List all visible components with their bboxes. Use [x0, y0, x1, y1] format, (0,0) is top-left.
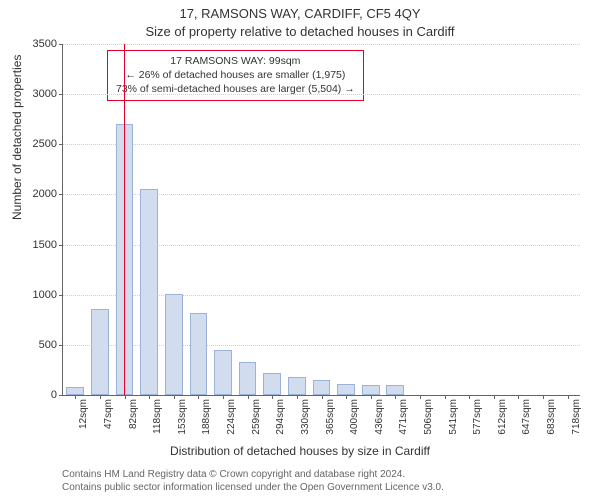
xtick-label: 365sqm	[325, 399, 336, 435]
xtick-mark	[568, 395, 569, 399]
bar	[239, 362, 257, 395]
marker-line	[124, 44, 125, 395]
xtick-mark	[174, 395, 175, 399]
xtick-mark	[518, 395, 519, 399]
xtick-label: 683sqm	[546, 399, 557, 435]
xtick-label: 153sqm	[177, 399, 188, 435]
ytick-label: 2000	[33, 188, 57, 200]
xtick-label: 118sqm	[152, 399, 163, 434]
ytick-label: 500	[39, 339, 57, 351]
xtick-label: 541sqm	[448, 399, 459, 435]
ytick-label: 1500	[33, 239, 57, 251]
gridline	[63, 144, 580, 145]
chart-plot-area: 17 RAMSONS WAY: 99sqm ← 26% of detached …	[62, 44, 580, 396]
xtick-label: 577sqm	[472, 399, 483, 435]
xtick-mark	[494, 395, 495, 399]
ytick-label: 2500	[33, 138, 57, 150]
info-line-2: ← 26% of detached houses are smaller (1,…	[116, 68, 355, 82]
ytick-label: 3500	[33, 38, 57, 50]
bar	[337, 384, 355, 395]
bar	[288, 377, 306, 395]
footer-line-2: Contains public sector information licen…	[62, 482, 444, 495]
xtick-mark	[371, 395, 372, 399]
xtick-mark	[75, 395, 76, 399]
xtick-label: 400sqm	[349, 399, 360, 435]
xtick-mark	[322, 395, 323, 399]
bar	[165, 294, 183, 395]
xtick-label: 82sqm	[128, 399, 139, 429]
xtick-label: 330sqm	[300, 399, 311, 435]
ytick-mark	[59, 245, 63, 246]
xtick-label: 436sqm	[374, 399, 385, 435]
gridline	[63, 44, 580, 45]
ytick-label: 0	[51, 389, 57, 401]
xtick-label: 224sqm	[226, 399, 237, 435]
xtick-mark	[248, 395, 249, 399]
bar	[140, 189, 158, 395]
footer-line-1: Contains HM Land Registry data © Crown c…	[62, 469, 444, 482]
bar	[214, 350, 232, 395]
xtick-label: 188sqm	[201, 399, 212, 435]
xtick-mark	[272, 395, 273, 399]
xtick-label: 647sqm	[521, 399, 532, 435]
xtick-mark	[395, 395, 396, 399]
xtick-mark	[100, 395, 101, 399]
xtick-label: 718sqm	[571, 399, 582, 435]
xtick-label: 294sqm	[275, 399, 286, 435]
xtick-label: 47sqm	[103, 399, 114, 429]
footer: Contains HM Land Registry data © Crown c…	[62, 469, 444, 494]
bar	[313, 380, 331, 395]
ytick-mark	[59, 295, 63, 296]
bar	[386, 385, 404, 395]
ytick-label: 1000	[33, 289, 57, 301]
xtick-mark	[543, 395, 544, 399]
xtick-label: 259sqm	[251, 399, 262, 435]
xtick-label: 506sqm	[423, 399, 434, 435]
info-line-1: 17 RAMSONS WAY: 99sqm	[116, 54, 355, 68]
xtick-mark	[297, 395, 298, 399]
bar	[263, 373, 281, 395]
xtick-mark	[125, 395, 126, 399]
y-axis-label: Number of detached properties	[10, 55, 24, 220]
ytick-mark	[59, 44, 63, 45]
bar	[66, 387, 84, 395]
ytick-mark	[59, 395, 63, 396]
ytick-label: 3000	[33, 88, 57, 100]
info-box: 17 RAMSONS WAY: 99sqm ← 26% of detached …	[107, 50, 364, 101]
xtick-mark	[469, 395, 470, 399]
x-axis-label: Distribution of detached houses by size …	[0, 444, 600, 458]
page-title: 17, RAMSONS WAY, CARDIFF, CF5 4QY	[0, 6, 600, 21]
gridline	[63, 94, 580, 95]
page-subtitle: Size of property relative to detached ho…	[0, 24, 600, 39]
ytick-mark	[59, 94, 63, 95]
xtick-label: 471sqm	[398, 399, 409, 435]
xtick-label: 12sqm	[78, 399, 89, 429]
xtick-mark	[198, 395, 199, 399]
bar	[362, 385, 380, 395]
xtick-mark	[346, 395, 347, 399]
bar	[190, 313, 208, 395]
ytick-mark	[59, 345, 63, 346]
ytick-mark	[59, 144, 63, 145]
xtick-mark	[149, 395, 150, 399]
xtick-mark	[223, 395, 224, 399]
ytick-mark	[59, 194, 63, 195]
bar	[91, 309, 109, 395]
xtick-mark	[420, 395, 421, 399]
xtick-mark	[445, 395, 446, 399]
xtick-label: 612sqm	[497, 399, 508, 435]
